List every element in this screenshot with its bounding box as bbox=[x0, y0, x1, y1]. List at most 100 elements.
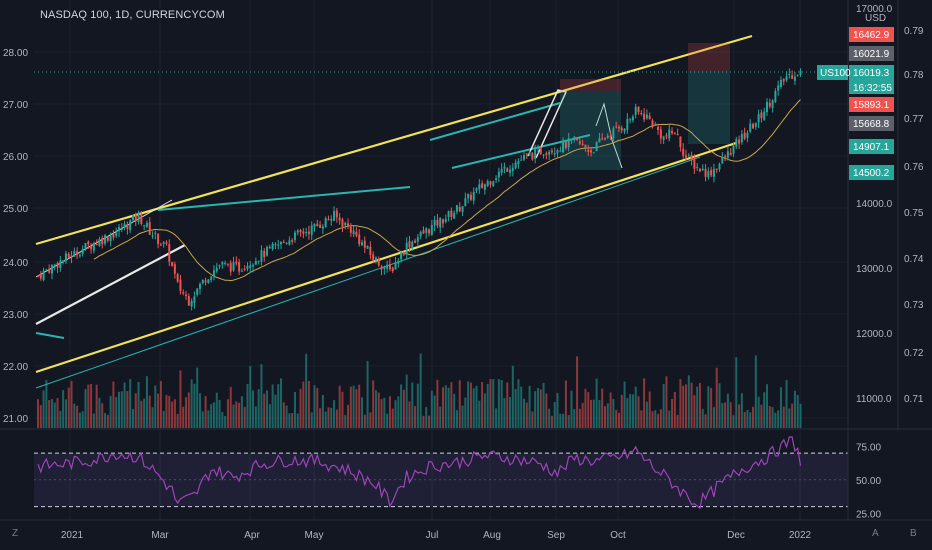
candle-body bbox=[576, 138, 579, 140]
candle-body bbox=[606, 135, 609, 138]
candle-body bbox=[447, 210, 450, 218]
volume-bar bbox=[581, 402, 584, 428]
volume-bar bbox=[779, 387, 782, 428]
candle-body bbox=[288, 240, 291, 245]
volume-bar bbox=[592, 399, 595, 428]
symbol-badge-label: US100 bbox=[820, 68, 851, 79]
ratio-axis-tick-label: 0.77 bbox=[904, 114, 924, 125]
candle-body bbox=[67, 253, 70, 258]
candle-body bbox=[472, 191, 475, 201]
volume-bar bbox=[333, 400, 336, 428]
volume-bar bbox=[335, 409, 338, 428]
volume-bar bbox=[171, 401, 174, 428]
volume-bar bbox=[50, 399, 53, 428]
volume-bar bbox=[492, 379, 495, 428]
candle-body bbox=[70, 256, 73, 258]
candle-body bbox=[433, 220, 436, 226]
candle-body bbox=[59, 260, 62, 269]
candle-body bbox=[48, 270, 51, 273]
volume-bar bbox=[37, 399, 39, 428]
candle-body bbox=[416, 237, 419, 242]
ratio-axis-tick-label: 0.71 bbox=[904, 394, 924, 405]
candle-body bbox=[221, 262, 224, 265]
candle-body bbox=[321, 226, 324, 229]
candle-body bbox=[685, 155, 687, 158]
candle-body bbox=[721, 157, 724, 164]
volume-bar bbox=[682, 385, 685, 428]
volume-bar bbox=[176, 414, 179, 428]
candle-body bbox=[752, 123, 755, 129]
volume-bar bbox=[553, 402, 556, 428]
candle-body bbox=[442, 219, 444, 224]
volume-bar bbox=[73, 403, 76, 428]
volume-bar bbox=[62, 390, 65, 428]
volume-bar bbox=[218, 400, 221, 428]
candle-body bbox=[531, 152, 534, 160]
candle-body bbox=[645, 114, 648, 119]
volume-bar bbox=[673, 391, 676, 428]
volume-bar bbox=[799, 403, 802, 428]
volume-bar bbox=[210, 404, 213, 428]
candle-body bbox=[754, 122, 757, 127]
time-axis-tick-label: Dec bbox=[727, 530, 745, 541]
left-axis-tick-label: 21.00 bbox=[3, 414, 28, 425]
volume-bar bbox=[179, 370, 182, 428]
scale-toggle-button[interactable]: B bbox=[910, 528, 917, 539]
volume-bar bbox=[341, 391, 344, 428]
drawings-layer[interactable] bbox=[34, 34, 848, 389]
candle-body bbox=[207, 279, 210, 283]
volume-bar bbox=[414, 406, 417, 428]
candle-body bbox=[592, 152, 595, 154]
volume-bar bbox=[612, 398, 615, 428]
volume-bar bbox=[483, 393, 486, 428]
price-tag bbox=[849, 27, 894, 42]
auto-scale-button[interactable]: A bbox=[872, 528, 879, 539]
candle-body bbox=[511, 167, 514, 171]
candle-body bbox=[305, 232, 308, 234]
volume-bar bbox=[617, 412, 620, 428]
candle-body bbox=[252, 264, 255, 267]
candle-body bbox=[414, 240, 417, 243]
candle-body bbox=[98, 239, 101, 247]
candle-body bbox=[157, 233, 160, 245]
candle-body bbox=[76, 251, 79, 255]
candle-body bbox=[428, 229, 431, 234]
left-axis-tick-label: 27.00 bbox=[3, 100, 28, 111]
candle-body bbox=[363, 240, 366, 248]
volume-bar bbox=[464, 397, 467, 428]
candle-body bbox=[425, 228, 428, 233]
volume-bar bbox=[439, 406, 442, 428]
volume-bar bbox=[679, 379, 682, 428]
candle-body bbox=[394, 262, 397, 270]
volume-bar bbox=[101, 403, 104, 428]
rsi-pane: 75.00 50.00 25.00 bbox=[0, 428, 932, 520]
candle-body bbox=[698, 168, 701, 172]
volume-bar bbox=[587, 392, 590, 428]
volume-bar bbox=[726, 393, 729, 428]
trend-line-support-thin bbox=[35, 156, 701, 389]
candle-body bbox=[271, 243, 274, 249]
volume-bar bbox=[467, 381, 470, 428]
volume-bar bbox=[623, 381, 626, 428]
candle-body bbox=[654, 125, 657, 127]
candle-body bbox=[419, 231, 422, 237]
candle-body bbox=[391, 267, 394, 272]
candle-body bbox=[791, 75, 794, 79]
volume-bar bbox=[221, 412, 224, 428]
volume-bar bbox=[95, 384, 98, 428]
volume-bar bbox=[201, 411, 204, 428]
timezone-button[interactable]: Z bbox=[12, 528, 19, 539]
volume-bar bbox=[154, 385, 157, 428]
candle-body bbox=[171, 262, 174, 266]
candle-body bbox=[746, 132, 749, 138]
volume-bar bbox=[263, 393, 266, 428]
candle-body bbox=[212, 270, 215, 277]
volume-bar bbox=[525, 402, 528, 428]
candle-body bbox=[50, 265, 53, 274]
candle-body bbox=[553, 153, 556, 155]
volume-bar bbox=[631, 394, 634, 428]
volume-bar bbox=[288, 413, 291, 428]
volume-bar bbox=[707, 386, 710, 428]
volume-bar bbox=[243, 406, 246, 428]
